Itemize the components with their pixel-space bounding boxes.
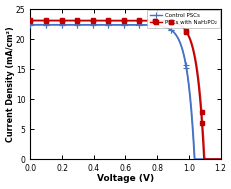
Y-axis label: Current Density (mA/cm²): Current Density (mA/cm²) bbox=[6, 26, 15, 142]
X-axis label: Voltage (V): Voltage (V) bbox=[97, 174, 153, 184]
Legend: Control PSCs, PSCs with NaH₂PO₂: Control PSCs, PSCs with NaH₂PO₂ bbox=[146, 10, 219, 28]
